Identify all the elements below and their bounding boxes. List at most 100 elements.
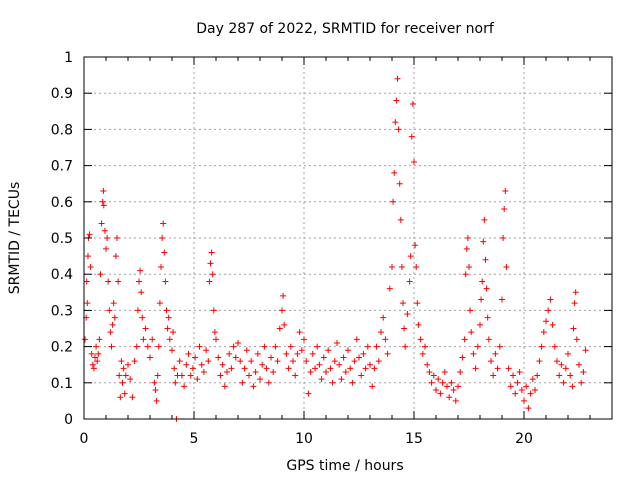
data-point (461, 336, 468, 343)
data-point (444, 383, 450, 390)
y-tick-label: 0.1 (51, 376, 73, 392)
data-point (151, 379, 158, 386)
data-point (529, 376, 536, 383)
data-point (239, 379, 246, 386)
data-point (318, 376, 325, 383)
data-point (134, 307, 141, 314)
data-point (327, 365, 334, 372)
data-point (474, 343, 481, 350)
data-point (484, 314, 491, 321)
data-point (390, 198, 397, 205)
data-point (272, 343, 279, 350)
data-point (98, 220, 105, 227)
data-point (478, 296, 485, 303)
data-point (230, 343, 237, 350)
data-point (115, 278, 122, 285)
data-point (336, 361, 343, 368)
data-point (503, 263, 510, 270)
x-tick-label: 15 (405, 431, 423, 447)
data-point (362, 365, 369, 372)
data-point (189, 365, 196, 372)
data-point (430, 372, 437, 379)
data-point (287, 343, 294, 350)
data-point (472, 365, 479, 372)
data-point (459, 354, 466, 361)
data-point (164, 325, 171, 332)
data-point (488, 358, 494, 365)
data-point (408, 133, 415, 140)
data-point (104, 235, 111, 241)
data-point (409, 101, 416, 108)
data-point (510, 372, 516, 379)
data-point (149, 336, 156, 343)
data-point (95, 350, 102, 357)
data-point (155, 343, 162, 350)
y-tick-label: 1 (64, 50, 73, 66)
data-point (158, 263, 164, 270)
data-point (375, 358, 382, 365)
data-point (207, 260, 214, 267)
data-point (292, 372, 299, 379)
data-point (166, 336, 173, 343)
data-point (582, 347, 589, 354)
data-point (205, 358, 212, 365)
data-point (237, 358, 244, 365)
data-point (364, 343, 371, 350)
data-point (187, 372, 194, 379)
data-point (547, 296, 554, 303)
data-point (112, 253, 119, 260)
data-point (392, 119, 399, 126)
data-point (414, 300, 421, 307)
y-tick-label: 0.6 (51, 195, 73, 211)
data-point (543, 318, 549, 325)
data-point (105, 278, 112, 285)
data-point (580, 368, 587, 375)
data-point (499, 296, 505, 303)
data-point (356, 354, 362, 361)
data-point (178, 372, 185, 379)
data-point (110, 300, 117, 307)
x-tick-label: 0 (80, 431, 89, 447)
y-tick-label: 0.2 (51, 340, 73, 356)
data-point (248, 358, 255, 365)
data-point (131, 358, 138, 365)
data-point (485, 336, 492, 343)
data-point (389, 263, 395, 270)
data-point (211, 329, 218, 336)
data-point (481, 216, 488, 223)
data-point (154, 372, 161, 379)
data-point (276, 325, 283, 332)
data-point (329, 379, 336, 386)
y-tick-label: 0.5 (51, 231, 73, 247)
data-point (200, 368, 207, 375)
data-point (305, 390, 312, 397)
data-point (226, 350, 233, 357)
data-point (109, 321, 116, 328)
data-point (265, 379, 272, 386)
data-point (84, 300, 91, 307)
data-point (413, 263, 420, 270)
data-point (523, 383, 530, 390)
data-point (538, 343, 545, 350)
data-point (396, 180, 403, 187)
data-point (482, 256, 489, 263)
x-axis-label: GPS time / hours (286, 458, 403, 474)
data-point (303, 358, 310, 365)
data-point (116, 372, 123, 379)
data-point (140, 336, 147, 343)
data-point (371, 365, 378, 372)
data-point (516, 368, 523, 375)
data-point (525, 405, 532, 412)
y-tick-label: 0 (64, 412, 73, 428)
data-point (125, 361, 131, 368)
data-point (545, 307, 552, 314)
data-point (243, 347, 250, 354)
data-point (565, 350, 571, 357)
data-point (121, 390, 128, 397)
data-point (206, 278, 213, 285)
data-point (83, 278, 90, 285)
data-point (452, 397, 459, 404)
data-point (108, 343, 115, 350)
data-point (87, 263, 94, 270)
